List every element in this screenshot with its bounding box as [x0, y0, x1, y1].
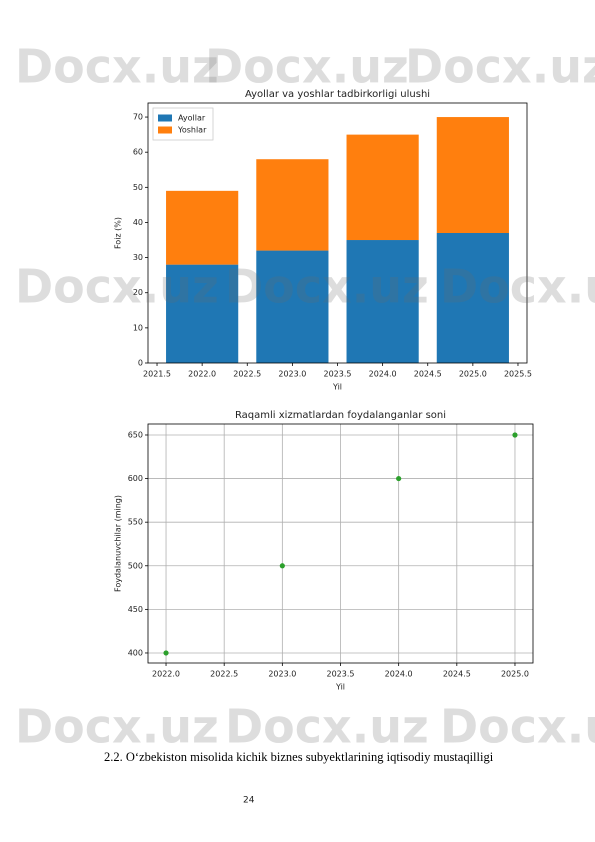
- bar-segment: [256, 250, 329, 363]
- y-tick-label: 0: [138, 359, 143, 368]
- watermark: Docx.uz: [15, 260, 219, 314]
- x-tick-label: 2022.0: [188, 370, 216, 379]
- x-tick-label: 2023.5: [324, 370, 352, 379]
- legend-box: [152, 107, 214, 141]
- watermark: Docx.uz: [405, 40, 595, 94]
- watermark: Docx.uz: [225, 700, 429, 754]
- x-tick-label: 2025.5: [504, 370, 532, 379]
- y-tick-label: 600: [128, 474, 143, 483]
- legend-label: Ayollar: [178, 114, 206, 123]
- y-axis-label: Foydalanuvchilar (ming): [114, 495, 123, 592]
- x-axis-label: Yil: [332, 383, 342, 392]
- watermark: Docx.uz: [440, 260, 595, 314]
- y-tick-label: 40: [133, 218, 143, 227]
- y-tick-label: 450: [128, 605, 143, 614]
- chart-title: Raqamli xizmatlardan foydalanganlar soni: [235, 410, 446, 421]
- x-tick-label: 2021.5: [143, 370, 171, 379]
- bar-segment: [436, 117, 509, 233]
- x-axis-label: Yil: [335, 683, 345, 692]
- watermark: Docx.uz: [440, 700, 595, 754]
- bar-segment: [166, 190, 239, 265]
- watermark: Docx.uz: [205, 40, 409, 94]
- legend-label: Yoshlar: [177, 126, 207, 135]
- page-number: 24: [243, 796, 255, 806]
- y-tick-label: 10: [133, 323, 143, 332]
- axes-frame: [147, 102, 528, 364]
- scatter-point: [279, 563, 285, 569]
- y-tick-label: 30: [133, 253, 143, 262]
- y-tick-label: 20: [133, 288, 143, 297]
- axes-frame: [147, 423, 534, 664]
- scatter-point: [396, 475, 402, 482]
- x-tick-label: 2023.0: [268, 670, 296, 679]
- bar-segment: [256, 159, 329, 251]
- x-tick-label: 2022.5: [210, 670, 238, 679]
- x-tick-label: 2024.0: [385, 670, 413, 679]
- x-tick-label: 2023.5: [327, 670, 355, 679]
- section-heading: 2.2. O‘zbekiston misolida kichik biznes …: [104, 750, 494, 764]
- legend-swatch: [158, 126, 172, 134]
- scatter-point: [163, 650, 169, 656]
- watermark: Docx.uz: [225, 260, 429, 314]
- watermark: Docx.uz: [15, 700, 219, 754]
- y-tick-label: 650: [128, 430, 143, 439]
- x-tick-label: 2022.5: [233, 370, 261, 379]
- x-tick-label: 2022.0: [152, 670, 180, 679]
- x-tick-label: 2024.5: [414, 370, 442, 379]
- scatter-point: [512, 432, 518, 438]
- y-tick-label: 60: [133, 148, 143, 157]
- y-tick-label: 550: [128, 518, 143, 527]
- y-tick-label: 500: [128, 561, 143, 570]
- x-tick-label: 2024.0: [369, 370, 397, 379]
- y-tick-label: 70: [133, 113, 143, 122]
- y-axis-label: Foiz (%): [114, 217, 123, 249]
- bar-segment: [436, 233, 509, 363]
- x-tick-label: 2025.0: [501, 670, 529, 679]
- legend-swatch: [158, 114, 172, 122]
- y-tick-label: 400: [128, 648, 143, 657]
- x-tick-label: 2023.0: [278, 370, 306, 379]
- y-tick-label: 50: [133, 183, 143, 192]
- x-tick-label: 2025.0: [459, 370, 487, 379]
- x-tick-label: 2024.5: [443, 670, 471, 679]
- chart-title: Ayollar va yoshlar tadbirkorligi ulushi: [245, 89, 430, 100]
- bar-segment: [346, 240, 419, 363]
- bar-segment: [346, 134, 419, 241]
- bar-segment: [166, 264, 239, 363]
- watermark: Docx.uz: [15, 40, 219, 94]
